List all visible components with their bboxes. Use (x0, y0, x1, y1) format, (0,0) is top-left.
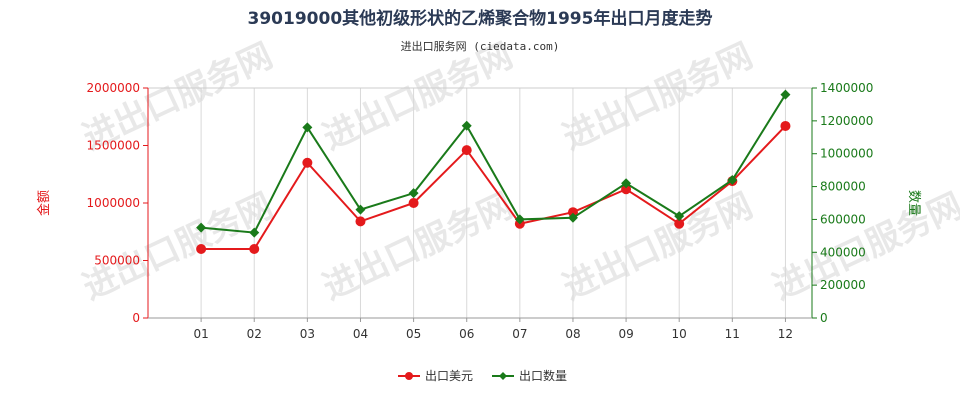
right-tick-label: 1400000 (820, 81, 873, 95)
series-point (674, 218, 685, 229)
x-tick-label: 12 (778, 327, 793, 341)
right-tick-label: 1000000 (820, 147, 873, 161)
series-layer (196, 89, 791, 254)
series-point (621, 184, 632, 195)
watermark-text: 进出口服务网 (557, 36, 759, 158)
series-point (249, 227, 260, 238)
legend-item: 出口美元 (398, 369, 473, 383)
series-point (567, 207, 578, 218)
series-point (196, 222, 207, 233)
left-tick-label: 1500000 (87, 139, 140, 153)
x-tick-label: 01 (193, 327, 208, 341)
chart-title: 39019000其他初级形状的乙烯聚合物1995年出口月度走势 (248, 8, 713, 29)
series-point (249, 244, 260, 254)
x-tick-label: 10 (672, 327, 687, 341)
x-tick-label: 09 (618, 327, 633, 341)
right-tick-label: 0 (820, 311, 828, 325)
chart-subtitle: 进出口服务网 (ciedata.com) (401, 39, 560, 53)
right-tick-label: 1200000 (820, 114, 873, 128)
right-tick-label: 600000 (820, 212, 866, 226)
legend: 出口美元 出口数量 (398, 368, 567, 383)
right-axis-label: 数量 (906, 190, 921, 216)
series-point (674, 211, 685, 222)
series-point (408, 188, 419, 199)
x-tick-label: 05 (406, 327, 421, 341)
left-tick-label: 2000000 (87, 81, 140, 95)
series-line (201, 125, 787, 250)
right-tick-label: 200000 (820, 278, 866, 292)
series-point (355, 216, 366, 227)
series-point (408, 198, 419, 208)
legend-label: 出口美元 (425, 369, 473, 383)
series-point (302, 157, 313, 168)
series-2 (196, 89, 791, 238)
right-axis-ticks: 0 200000 400000 600000 800000 1000000 1200000 1… (812, 81, 873, 325)
left-axis-label: 金额 (36, 190, 52, 216)
x-tick-label: 08 (565, 327, 580, 341)
x-tick-label: 07 (512, 327, 527, 341)
x-tick-label: 04 (353, 327, 368, 341)
watermark-text: 进出口服务网 (317, 36, 519, 158)
series-point (727, 175, 738, 185)
left-tick-label: 0 (132, 311, 140, 325)
x-tick-label: 02 (247, 327, 262, 341)
series-point (621, 178, 632, 189)
right-tick-label: 800000 (820, 180, 866, 194)
series-point (780, 89, 791, 100)
left-tick-label: 500000 (94, 254, 140, 268)
series-point (302, 122, 313, 133)
legend-label: 出口数量 (519, 368, 567, 383)
legend-marker (405, 372, 413, 380)
x-tick-label: 11 (725, 327, 740, 341)
legend-item: 出口数量 (492, 368, 567, 383)
series-point (461, 145, 472, 156)
series-point (780, 120, 791, 131)
left-tick-label: 1000000 (87, 196, 140, 210)
series-point (355, 204, 366, 215)
series-point (461, 120, 472, 131)
legend-marker (499, 372, 507, 380)
left-axis-ticks: 0 500000 1000000 1500000 2000000 (87, 81, 148, 325)
x-tick-label: 03 (300, 327, 315, 341)
series-line (201, 94, 787, 234)
series-point (196, 244, 207, 254)
x-tick-label: 06 (459, 327, 474, 341)
series-point (567, 212, 578, 223)
right-tick-label: 400000 (820, 245, 866, 259)
x-axis-ticks: 01 02 03 04 05 06 07 08 09 10 11 12 (193, 318, 793, 341)
series-point (514, 214, 525, 225)
